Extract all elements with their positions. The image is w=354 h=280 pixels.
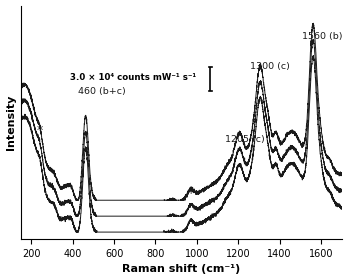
Text: 1205 (c): 1205 (c) xyxy=(225,135,264,144)
Y-axis label: Intensity: Intensity xyxy=(6,95,16,150)
Text: 1560 (b): 1560 (b) xyxy=(302,32,343,41)
Text: 3.0 × 10⁴ counts mW⁻¹ s⁻¹: 3.0 × 10⁴ counts mW⁻¹ s⁻¹ xyxy=(70,73,196,82)
Text: 1300 (c): 1300 (c) xyxy=(250,62,290,71)
Text: *: * xyxy=(36,124,43,137)
Text: 460 (b+c): 460 (b+c) xyxy=(78,87,126,96)
X-axis label: Raman shift (cm⁻¹): Raman shift (cm⁻¹) xyxy=(122,264,240,274)
Text: *: * xyxy=(188,187,194,200)
